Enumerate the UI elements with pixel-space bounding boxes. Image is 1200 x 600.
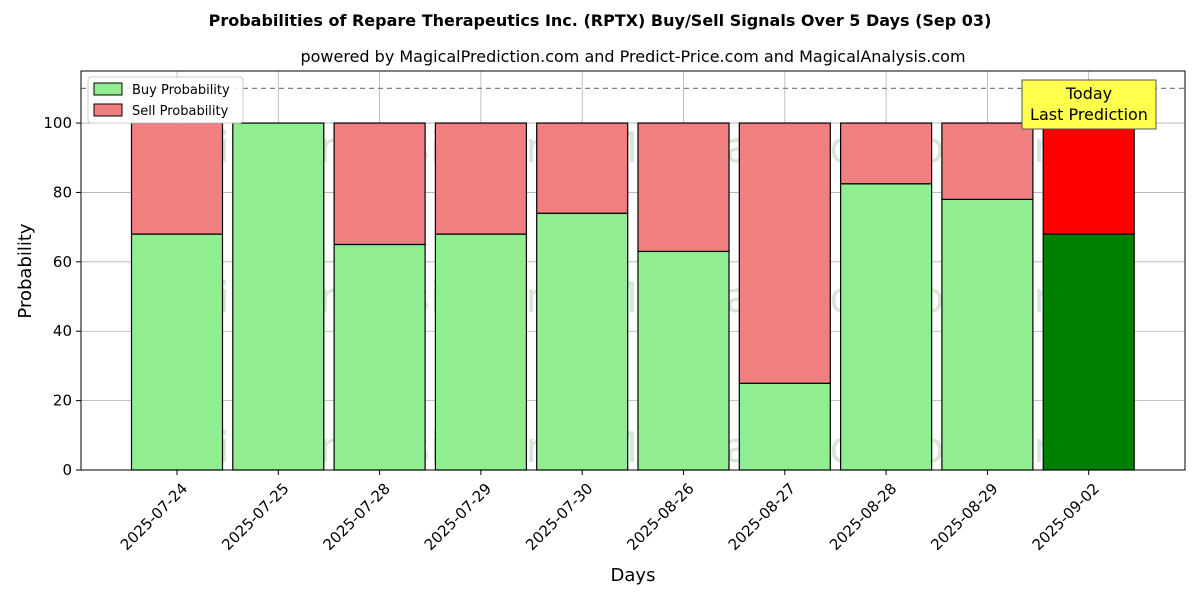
y-tick-label: 40 — [53, 322, 72, 340]
chart-subtitle: powered by MagicalPrediction.com and Pre… — [300, 47, 965, 66]
x-tick-label: 2025-07-30 — [522, 480, 596, 554]
x-tick-label: 2025-07-29 — [421, 480, 495, 554]
annotation-line2: Last Prediction — [1030, 105, 1148, 124]
legend-swatch-buy — [93, 82, 123, 96]
legend-swatch-sell — [93, 103, 123, 117]
legend: Buy Probability Sell Probability — [87, 76, 244, 124]
x-tick-label: 2025-08-29 — [927, 480, 1001, 554]
x-tick-label: 2025-09-02 — [1029, 480, 1103, 554]
bar-buy — [333, 243, 426, 471]
x-axis-label: Days — [611, 565, 656, 586]
bar-sell — [536, 122, 629, 214]
bar-sell — [839, 122, 933, 185]
x-tick-label: 2025-08-27 — [725, 480, 799, 554]
bar-buy — [232, 122, 325, 471]
bar-buy — [839, 183, 933, 471]
x-tick-label: 2025-08-28 — [826, 480, 900, 554]
bar-buy — [1042, 233, 1135, 471]
legend-label-sell: Sell Probability — [132, 104, 229, 119]
today-annotation: Today Last Prediction — [1021, 79, 1157, 130]
y-tick-label: 20 — [53, 392, 72, 410]
annotation-box — [1021, 79, 1157, 130]
bars-layer — [130, 122, 1135, 471]
x-tick-label: 2025-07-24 — [117, 480, 191, 554]
annotation-line1: Today — [1065, 84, 1112, 103]
y-tick-label: 60 — [53, 253, 72, 271]
bar-sell — [1042, 122, 1135, 235]
x-tick-label: 2025-08-26 — [623, 480, 697, 554]
y-tick-label: 0 — [62, 461, 72, 479]
y-tick-label: 80 — [53, 183, 72, 201]
bar-buy — [536, 212, 629, 471]
chart-title: Probabilities of Repare Therapeutics Inc… — [209, 11, 992, 30]
legend-box — [87, 76, 244, 124]
bar-sell — [637, 122, 730, 253]
bar-sell — [130, 122, 224, 235]
x-tick-label: 2025-07-25 — [218, 480, 292, 554]
x-tick-label: 2025-07-28 — [319, 480, 393, 554]
plot-frame — [80, 70, 1186, 471]
y-tick-label: 100 — [43, 114, 72, 132]
bar-sell — [333, 122, 426, 246]
bar-buy — [637, 250, 730, 471]
bar-buy — [738, 382, 831, 471]
bar-buy — [130, 233, 224, 471]
bar-sell — [738, 122, 831, 384]
bar-buy — [941, 198, 1034, 471]
bar-sell — [941, 122, 1034, 200]
bar-sell — [434, 122, 527, 235]
y-axis-label: Probability — [15, 223, 36, 318]
bar-buy — [434, 233, 527, 471]
legend-label-buy: Buy Probability — [132, 83, 230, 98]
